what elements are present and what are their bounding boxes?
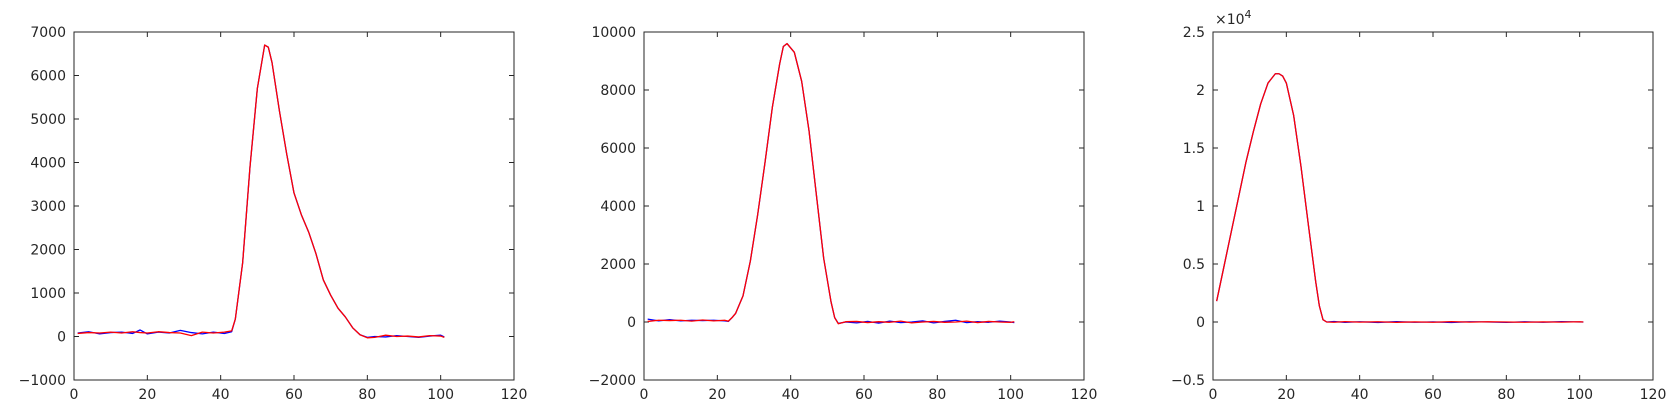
chart-1-series-2-line — [77, 44, 445, 339]
chart-1-x-tick-label: 120 — [501, 387, 528, 403]
chart-3-x-tick-label: 0 — [1209, 387, 1218, 403]
chart-1-x-tick-label: 60 — [285, 387, 303, 403]
chart-2-y-tick-label: 10000 — [591, 25, 636, 41]
chart-2-y-tick-label: 0 — [627, 315, 636, 331]
chart-1-x-tick-label: 0 — [70, 387, 79, 403]
chart-3-y-tick-label: 2 — [1196, 83, 1205, 99]
chart-1-x-tick-label: 40 — [212, 387, 230, 403]
chart-3-y-tick-label: 1 — [1196, 199, 1205, 215]
chart-1-y-tick-label: 5000 — [30, 112, 66, 128]
chart-1-y-tick-label: 7000 — [30, 25, 66, 41]
chart-3: 0 20 40 60 80 100 120−0.500.511.522.5×104 — [1171, 8, 1666, 403]
chart-1-y-tick-label: 1000 — [30, 286, 66, 302]
chart-2-x-tick-label: 100 — [997, 387, 1024, 403]
chart-3-y-tick-label: 1.5 — [1183, 141, 1205, 157]
chart-2-y-tick-label: 2000 — [600, 257, 636, 273]
chart-2: 0 20 40 60 80 100 120−200002000400060008000100… — [589, 25, 1098, 403]
chart-1: 0 20 40 60 80 100 120−100001000200030004000500… — [19, 25, 528, 403]
chart-2-x-tick-label: 0 — [640, 387, 649, 403]
chart-1-y-tick-label: −1000 — [19, 373, 66, 389]
chart-3-y-tick-label: 0 — [1196, 315, 1205, 331]
chart-2-series-2-line — [647, 42, 1015, 325]
chart-3-y-tick-label: 0.5 — [1183, 257, 1205, 273]
chart-3-axes-frame — [1212, 31, 1654, 381]
chart-1-y-tick-label: 4000 — [30, 156, 66, 172]
chart-1-y-tick-label: 0 — [57, 330, 66, 346]
chart-2-axes-frame — [643, 31, 1085, 381]
chart-2-y-tick-label: 8000 — [600, 83, 636, 99]
chart-2-x-tick-label: 60 — [855, 387, 873, 403]
chart-3-y-tick-label: −0.5 — [1171, 373, 1205, 389]
chart-3-exponent-base: ×10 — [1215, 12, 1245, 28]
chart-3-x-tick-label: 40 — [1351, 387, 1369, 403]
chart-1-x-tick-label: 80 — [358, 387, 376, 403]
chart-3-x-tick-label: 120 — [1640, 387, 1667, 403]
chart-1-y-tick-label: 3000 — [30, 199, 66, 215]
chart-2-y-tick-label: 6000 — [600, 141, 636, 157]
chart-2-x-tick-label: 20 — [708, 387, 726, 403]
chart-3-x-tick-label: 20 — [1277, 387, 1295, 403]
chart-2-y-tick-label: −2000 — [589, 373, 636, 389]
chart-2-x-tick-label: 40 — [782, 387, 800, 403]
chart-2-x-tick-label: 120 — [1071, 387, 1098, 403]
chart-3-exponent-power: 4 — [1245, 8, 1252, 21]
chart-1-axes-frame — [73, 31, 515, 381]
chart-3-exponent-label: ×104 — [1215, 8, 1252, 28]
chart-3-y-tick-label: 2.5 — [1183, 25, 1205, 41]
chart-3-x-tick-label: 80 — [1497, 387, 1515, 403]
chart-1-y-tick-label: 2000 — [30, 243, 66, 259]
chart-3-x-tick-label: 100 — [1566, 387, 1593, 403]
chart-1-x-tick-label: 100 — [427, 387, 454, 403]
chart-1-y-tick-label: 6000 — [30, 69, 66, 85]
chart-2-x-tick-label: 80 — [928, 387, 946, 403]
chart-3-x-tick-label: 60 — [1424, 387, 1442, 403]
chart-3-series-2-line — [1216, 73, 1584, 324]
chart-2-y-tick-label: 4000 — [600, 199, 636, 215]
chart-1-x-tick-label: 20 — [138, 387, 156, 403]
